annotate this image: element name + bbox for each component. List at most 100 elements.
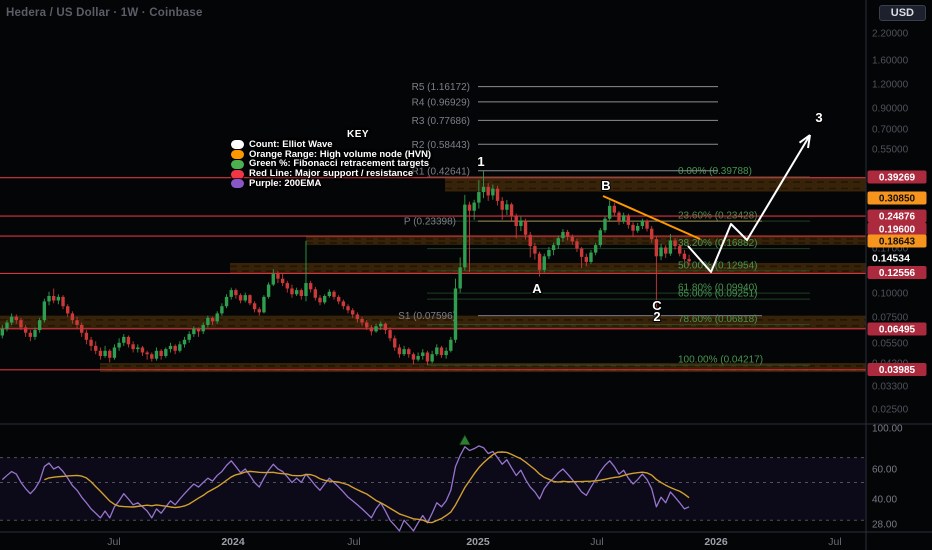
- candle-body: [0, 328, 4, 336]
- candle-body: [131, 344, 135, 350]
- candle-body: [140, 347, 145, 353]
- candle-body: [257, 309, 261, 313]
- time-axis-label: Jul: [828, 536, 841, 548]
- candle-body: [351, 310, 355, 315]
- candle-body: [9, 316, 14, 323]
- candle: [173, 344, 177, 355]
- candle-body: [416, 355, 420, 360]
- candle: [248, 294, 252, 306]
- candle: [383, 322, 388, 335]
- candle-body: [556, 238, 560, 246]
- price-chip-bg: [867, 234, 927, 248]
- candle: [47, 291, 51, 306]
- candle: [603, 216, 607, 233]
- candle: [280, 273, 285, 287]
- candle-body: [360, 319, 364, 323]
- candle-body: [453, 288, 458, 340]
- candle: [103, 345, 107, 358]
- candle: [136, 344, 140, 353]
- candle: [313, 286, 318, 301]
- key-legend: KEY Count: Elliot Wave Orange Range: High…: [231, 130, 431, 189]
- candle: [411, 352, 416, 365]
- key-legend-item: Orange Range: High volume node (HVN): [231, 149, 431, 160]
- candle: [664, 245, 668, 258]
- fib-label: 38.20% (0.16882): [678, 238, 758, 249]
- time-axis[interactable]: Jul 2024 Jul 2025 Jul 2026 Jul: [107, 536, 841, 548]
- candle: [61, 295, 65, 310]
- candle-body: [533, 246, 537, 254]
- candle: [421, 349, 425, 360]
- price-scale[interactable]: 2.20000 1.60000 1.20000 0.90000 0.70000 0.550…: [867, 29, 927, 531]
- fibonacci-levels: 0.00% (0.39788)23.60% (0.23428)38.20% (0…: [427, 166, 810, 366]
- candle: [294, 287, 299, 296]
- legend-color-dot-icon: [231, 149, 244, 159]
- price-chip-label: 0.30850: [879, 194, 916, 205]
- candle: [481, 170, 486, 199]
- candle: [533, 242, 537, 260]
- price-tick-label: 0.17000: [872, 244, 909, 255]
- rsi-tick-label: 40.00: [872, 495, 897, 506]
- candle: [612, 202, 617, 216]
- candle-body: [313, 289, 318, 298]
- rsi-tick-label: 60.00: [872, 465, 897, 476]
- pivot-label: R2 (0.58443): [412, 140, 470, 151]
- candle-body: [182, 339, 187, 345]
- candle-body: [486, 186, 490, 196]
- candle-body: [668, 240, 673, 254]
- candle: [0, 324, 4, 339]
- candle: [112, 344, 117, 360]
- elliott-wave-label: 3: [815, 110, 822, 125]
- key-legend-label: Red Line: Major support / resistance: [249, 168, 414, 180]
- candle-body: [332, 291, 336, 297]
- candle-body: [659, 247, 663, 257]
- candle-body: [154, 350, 159, 359]
- candle-body: [645, 220, 649, 229]
- candle: [108, 349, 112, 363]
- pivot-label: R5 (1.16172): [412, 82, 470, 93]
- rsi-ma-line: [44, 451, 690, 524]
- candle: [453, 278, 458, 343]
- candle: [351, 308, 355, 318]
- projection-zigzag: [687, 134, 811, 273]
- candle: [23, 324, 28, 337]
- candle-body: [159, 350, 163, 356]
- candle: [336, 295, 341, 305]
- candle-body: [336, 296, 341, 302]
- candle-body: [607, 205, 612, 219]
- price-tick-label: 0.90000: [872, 104, 909, 115]
- candle: [182, 336, 187, 348]
- candle: [449, 336, 453, 353]
- candle: [486, 183, 490, 201]
- candle-body: [570, 236, 574, 242]
- candle-body: [229, 290, 233, 297]
- candle: [318, 295, 322, 306]
- elliott-wave-label: 2: [653, 309, 660, 324]
- candle-body: [299, 290, 304, 296]
- candle-body: [603, 218, 607, 231]
- key-legend-label: Purple: 200EMA: [249, 177, 322, 189]
- candle: [243, 292, 247, 303]
- candle: [621, 212, 626, 224]
- candle-body: [575, 241, 579, 249]
- candle-body: [444, 350, 448, 356]
- candle: [322, 294, 327, 305]
- candle: [346, 304, 350, 314]
- price-tick-label: 0.55000: [872, 145, 909, 156]
- candle-body: [579, 248, 584, 257]
- candle: [9, 313, 14, 325]
- legend-color-dot-icon: [231, 159, 244, 169]
- candle-body: [136, 347, 140, 350]
- candle-body: [435, 347, 439, 355]
- candle: [472, 199, 476, 220]
- candle-body: [220, 306, 224, 314]
- price-tick-label: 0.02500: [872, 405, 909, 416]
- candle: [645, 219, 649, 232]
- candle: [215, 311, 219, 324]
- price-tick-label: 0.10000: [872, 289, 909, 300]
- candle-body: [509, 204, 514, 217]
- currency-button[interactable]: USD: [878, 5, 926, 21]
- time-axis-label: 2024: [221, 536, 245, 548]
- candle-body: [425, 352, 430, 362]
- price-chip-label: 0.24876: [879, 212, 916, 223]
